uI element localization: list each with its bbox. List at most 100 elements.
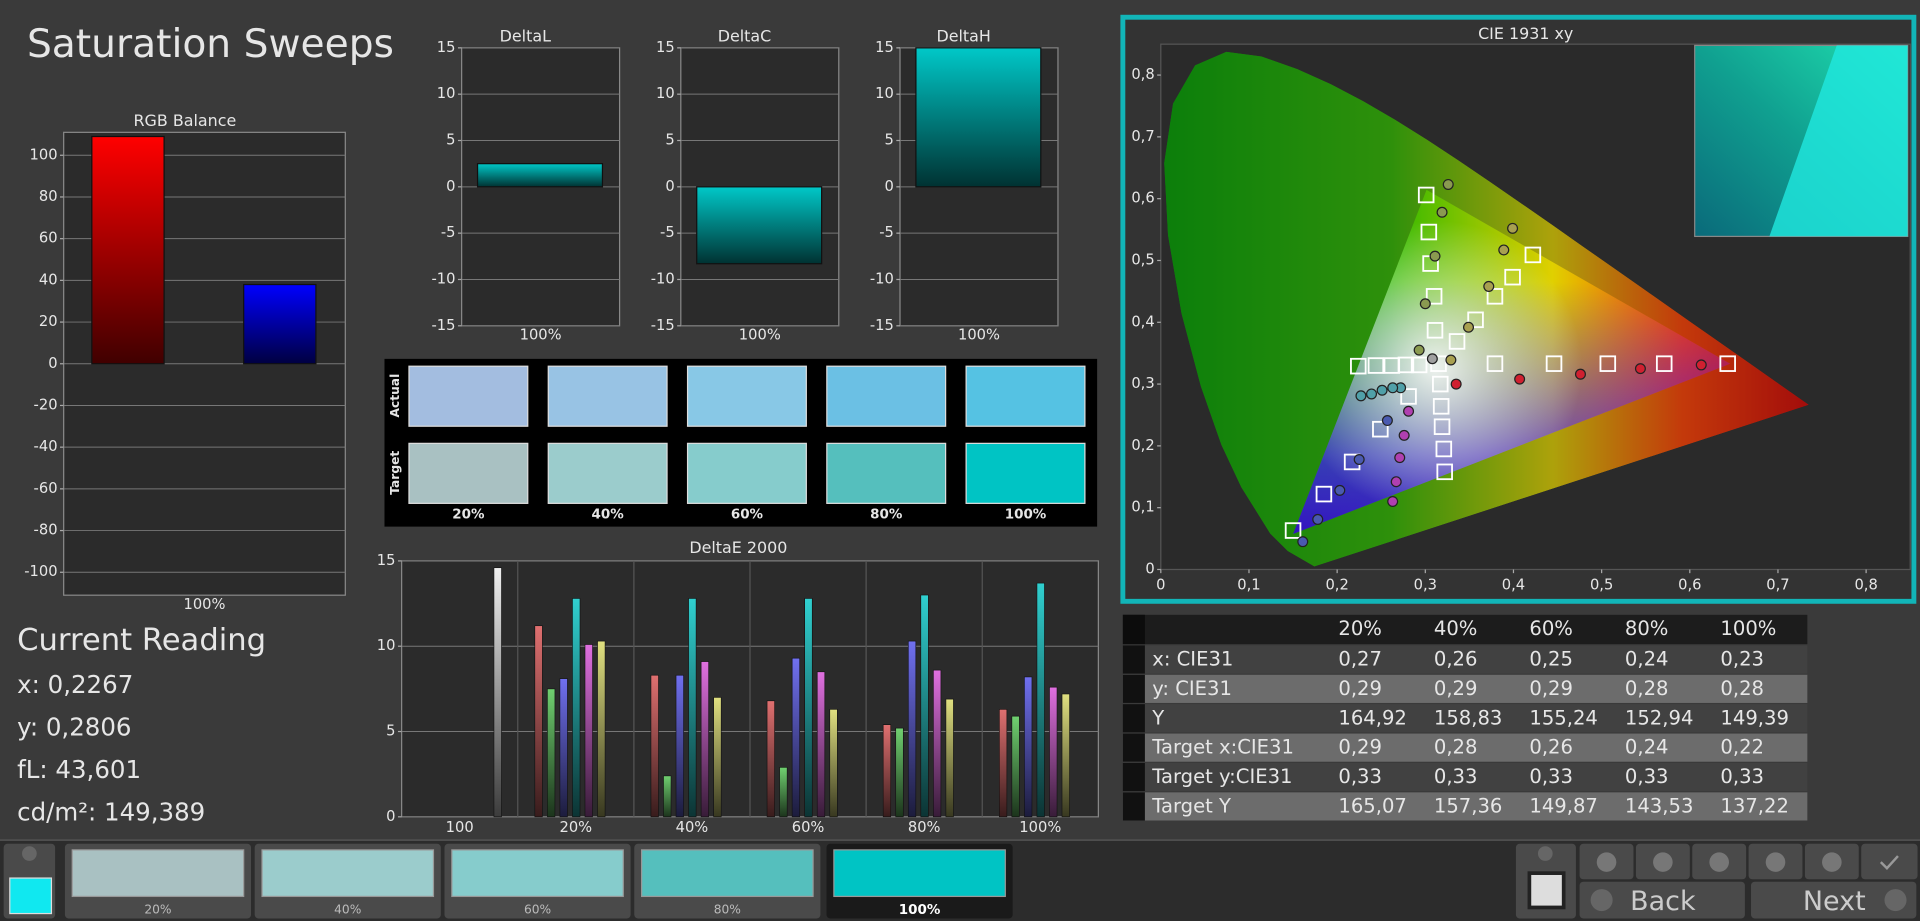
- y-tick-label: 5: [885, 131, 894, 148]
- table-row: [1122, 704, 1808, 733]
- reading-line: fL: 43,601: [17, 755, 141, 784]
- up-icon: [22, 846, 37, 861]
- x-tick-label: 0,8: [1854, 576, 1877, 593]
- target-point: [1383, 357, 1401, 374]
- tile-label: 100%: [899, 903, 941, 918]
- y-tick-label: 0,5: [1131, 251, 1154, 268]
- bar: [779, 767, 788, 818]
- reading-line: cd/m²: 149,389: [17, 797, 205, 826]
- control-icons: [1579, 843, 1918, 880]
- target-swatch: [686, 442, 807, 504]
- table-row: [1122, 674, 1808, 703]
- y-tick-label: 5: [665, 131, 674, 148]
- bar: [882, 724, 892, 818]
- measured-point: [1297, 536, 1309, 548]
- check-button[interactable]: [1861, 843, 1918, 880]
- bar: [920, 594, 929, 818]
- bar: [91, 135, 165, 365]
- icon: [1822, 852, 1842, 872]
- target-point: [1719, 355, 1736, 372]
- row-marker: [1122, 762, 1145, 792]
- bar: [1024, 676, 1033, 818]
- y-tick-label: -15: [432, 317, 456, 334]
- target-point: [1448, 333, 1466, 350]
- table-cell: 0,29: [1338, 736, 1382, 759]
- table-cell: 0,22: [1720, 736, 1764, 759]
- x-tick-label: 100%: [958, 327, 1000, 344]
- x-tick-label: 100%: [520, 327, 562, 344]
- target-point: [1350, 357, 1367, 375]
- row-label: Y: [1151, 706, 1164, 729]
- measured-point: [1376, 384, 1388, 396]
- y-tick-label: 10: [437, 85, 456, 102]
- table-cell: 0,33: [1338, 765, 1382, 788]
- nav-button[interactable]: [1751, 881, 1917, 919]
- table-cell: 0,26: [1529, 736, 1573, 759]
- bar: [663, 775, 672, 818]
- reading-title: Current Reading: [17, 623, 266, 658]
- y-tick-label: -15: [870, 317, 894, 334]
- bar: [933, 669, 942, 818]
- target-swatch: [547, 442, 668, 504]
- x-tick-label: 100%: [183, 596, 225, 613]
- target-point: [1599, 355, 1617, 372]
- target-point: [1426, 322, 1444, 339]
- bar: [547, 688, 556, 818]
- bar: [766, 700, 775, 818]
- y-tick-label: -15: [651, 317, 675, 334]
- y-tick-label: 0,3: [1131, 375, 1154, 392]
- row-marker: [1122, 674, 1145, 703]
- nav-button[interactable]: [1579, 881, 1745, 919]
- y-tick-label: -100: [24, 563, 57, 580]
- y-tick-label: -5: [441, 224, 456, 241]
- table-row: [1122, 762, 1808, 792]
- y-tick-label: 0: [885, 178, 894, 195]
- y-tick-label: 10: [656, 85, 675, 102]
- x-tick-label: 80%: [908, 819, 941, 836]
- bar: [476, 163, 604, 188]
- y-tick-label: 0: [1145, 560, 1154, 577]
- target-point: [1433, 418, 1451, 435]
- target-point: [1417, 186, 1435, 204]
- gamut-triangle: [1293, 189, 1731, 534]
- y-tick-label: 60: [39, 230, 58, 247]
- column-header: 100%: [1720, 617, 1776, 640]
- row-label: Actual: [388, 374, 402, 418]
- tile-label: 80%: [714, 902, 741, 916]
- table-row: [1122, 733, 1808, 762]
- y-tick-label: 100: [30, 146, 58, 163]
- table-cell: 0,28: [1434, 736, 1478, 759]
- measured-point: [1429, 250, 1441, 262]
- bar: [559, 678, 568, 818]
- bar: [696, 186, 823, 265]
- y-tick-label: 0: [386, 808, 395, 825]
- nav-button-label[interactable]: Next: [1803, 886, 1866, 917]
- column-header: 40%: [1434, 617, 1478, 640]
- table-header-marker: [1122, 614, 1145, 645]
- measured-point: [1445, 354, 1457, 366]
- chart-title: DeltaL: [500, 26, 551, 45]
- bar: [1061, 693, 1070, 818]
- measured-point: [1381, 415, 1393, 427]
- column-header: 20%: [1338, 617, 1382, 640]
- y-tick-label: -80: [34, 522, 58, 539]
- bar: [597, 640, 606, 818]
- table-cell: 137,22: [1720, 795, 1789, 818]
- table-cell: 0,33: [1434, 765, 1478, 788]
- bar: [675, 674, 684, 818]
- target-point: [1467, 311, 1484, 329]
- measured-point: [1498, 244, 1510, 256]
- actual-swatch: [826, 365, 947, 427]
- nav-button-label[interactable]: Back: [1630, 886, 1696, 917]
- x-tick-label: 20%: [559, 819, 592, 836]
- measured-point: [1574, 368, 1586, 380]
- y-tick-label: 0,6: [1131, 190, 1154, 207]
- measured-point: [1419, 298, 1431, 310]
- current-color: [9, 877, 53, 915]
- row-marker: [1122, 704, 1145, 733]
- y-tick-label: 20: [39, 313, 58, 330]
- swatch-label: 80%: [870, 507, 903, 522]
- bar: [713, 697, 722, 818]
- bar: [804, 598, 813, 818]
